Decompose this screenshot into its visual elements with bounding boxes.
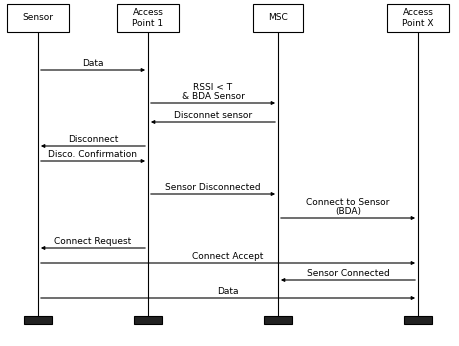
Text: Data: Data — [217, 287, 238, 296]
Text: Disconnect: Disconnect — [67, 135, 118, 144]
Bar — [252, 4, 302, 32]
Text: Disco. Confirmation: Disco. Confirmation — [48, 150, 137, 159]
Bar — [403, 316, 431, 324]
Text: MSC: MSC — [268, 13, 287, 22]
Text: (BDA): (BDA) — [334, 207, 360, 216]
Text: RSSI < T: RSSI < T — [193, 83, 232, 92]
Bar — [117, 4, 179, 32]
Text: Sensor Disconnected: Sensor Disconnected — [165, 183, 260, 192]
Bar — [7, 4, 69, 32]
Bar — [134, 316, 162, 324]
Text: Connect to Sensor: Connect to Sensor — [306, 198, 389, 207]
Text: Sensor Connected: Sensor Connected — [306, 269, 388, 278]
Bar — [24, 316, 52, 324]
Text: Access
Point X: Access Point X — [401, 8, 433, 28]
Text: Access
Point 1: Access Point 1 — [132, 8, 163, 28]
Text: Sensor: Sensor — [22, 13, 53, 22]
Bar — [263, 316, 291, 324]
Text: & BDA Sensor: & BDA Sensor — [181, 92, 244, 101]
Text: Connect Request: Connect Request — [54, 237, 131, 246]
Bar — [386, 4, 448, 32]
Text: Disconnet sensor: Disconnet sensor — [174, 111, 252, 120]
Text: Connect Accept: Connect Accept — [192, 252, 263, 261]
Text: Data: Data — [82, 59, 104, 68]
